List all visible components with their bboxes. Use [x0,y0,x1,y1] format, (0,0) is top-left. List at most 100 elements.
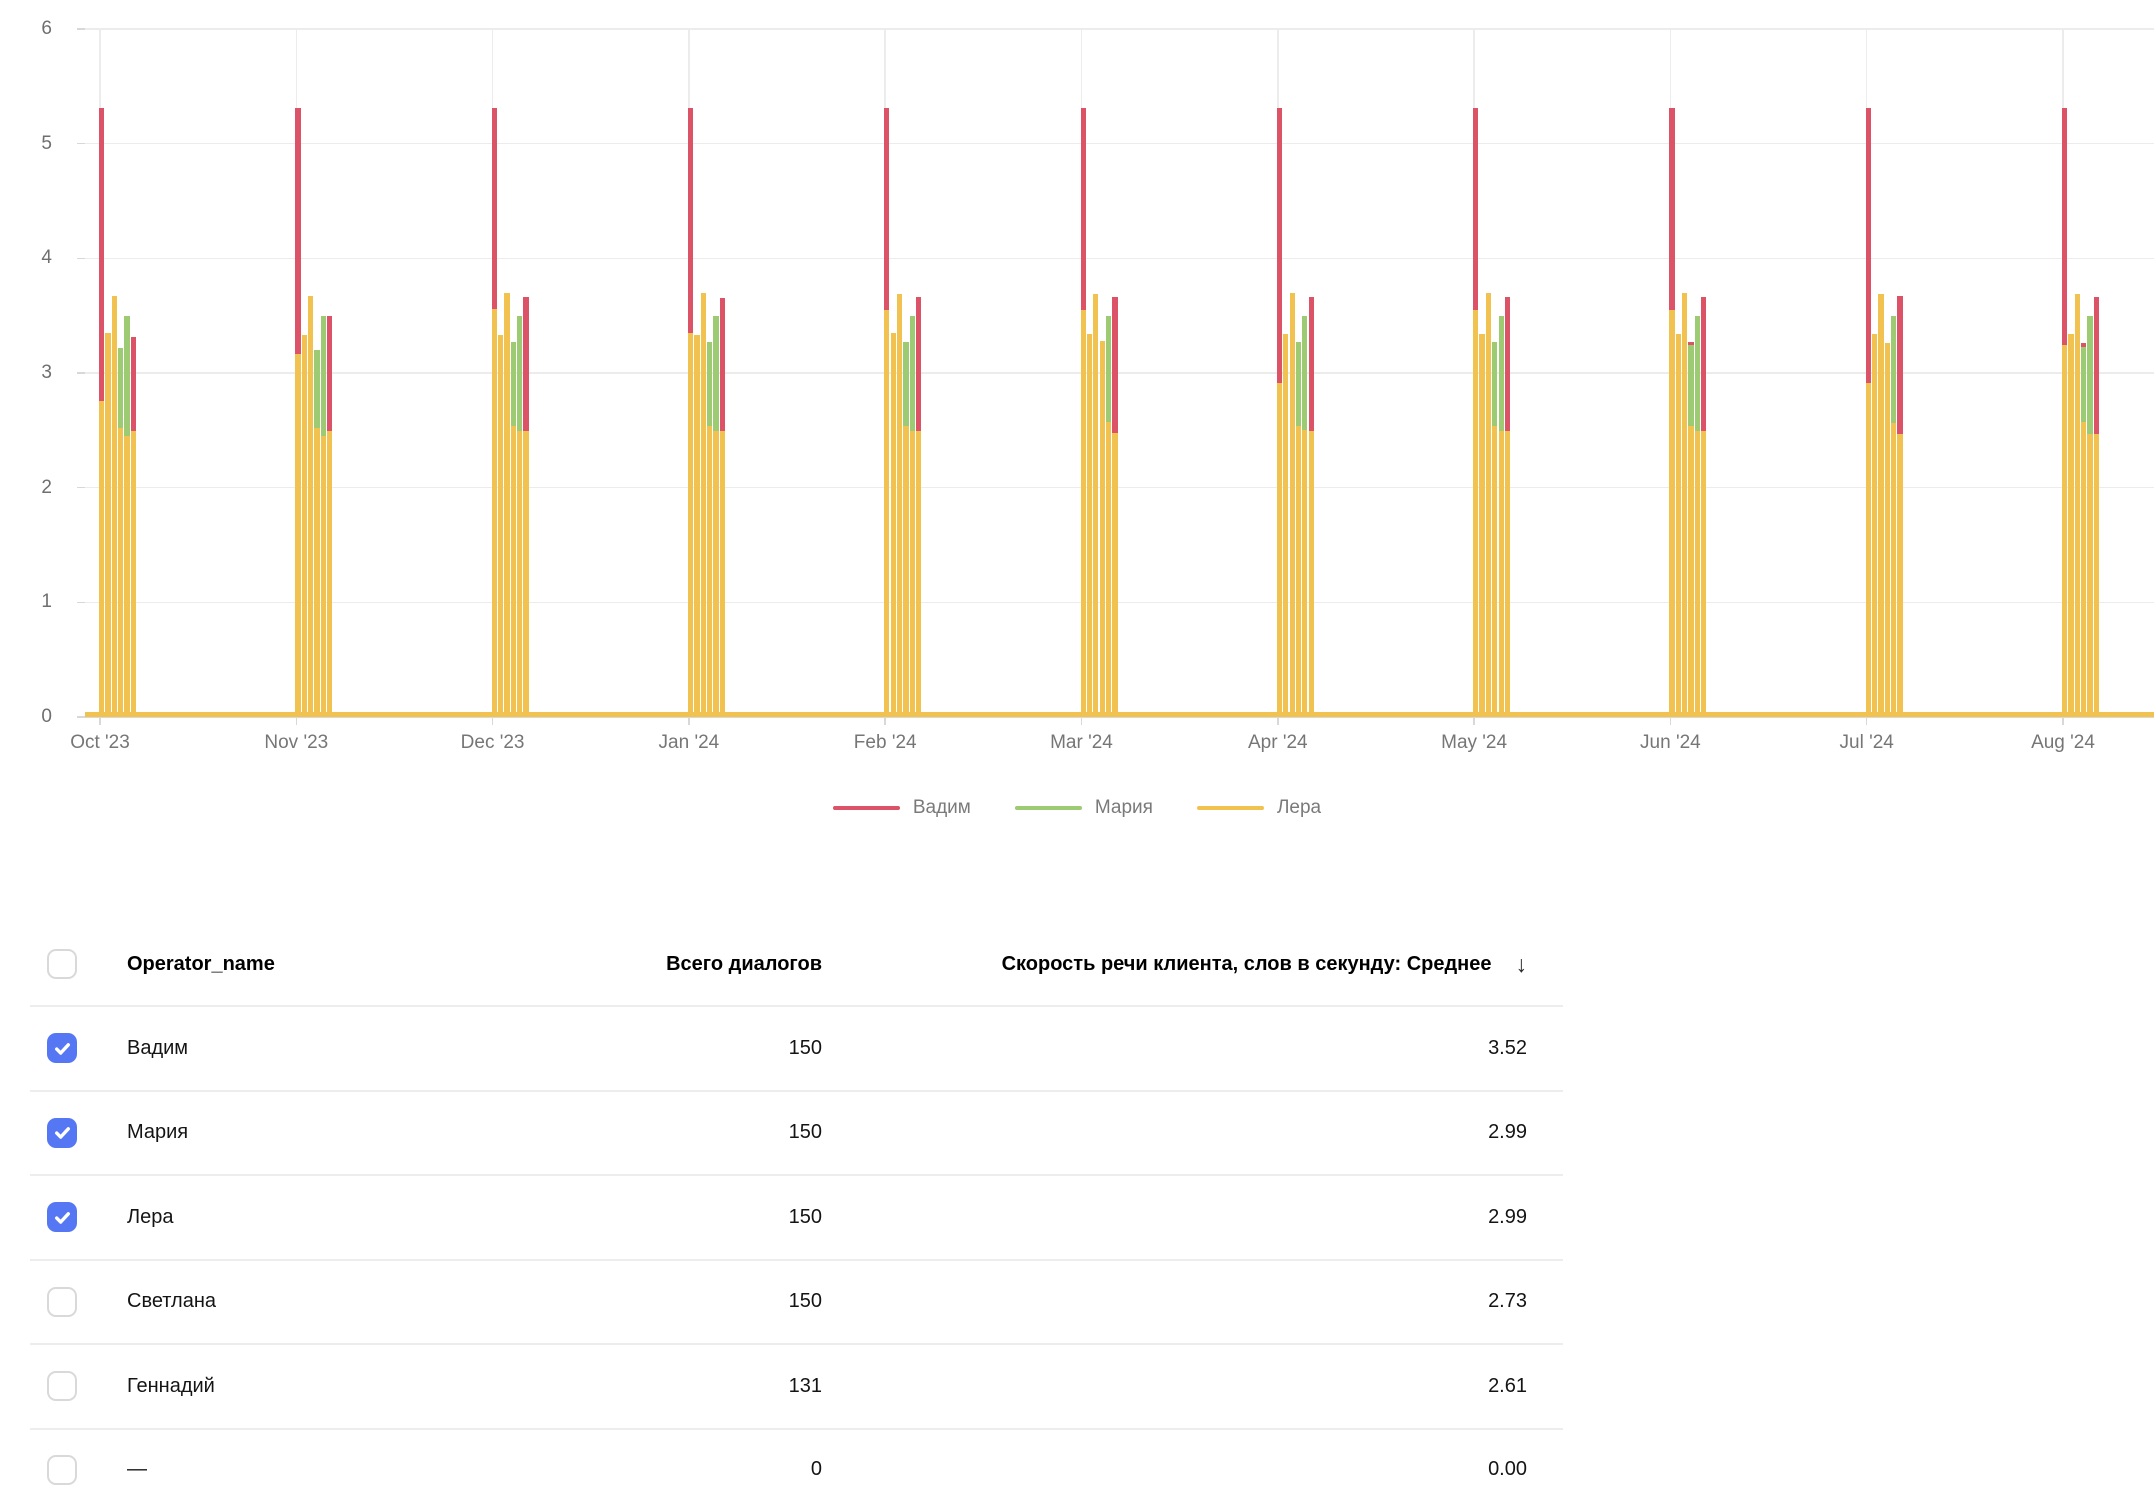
bar-lera [1504,431,1511,717]
legend-swatch-vadim [832,806,900,810]
bar-lera [1498,431,1504,717]
cell-speech-rate: 0.00 [1488,1458,1527,1480]
bar-lera [308,296,314,717]
legend-item-maria[interactable]: Мария [1014,797,1153,819]
bar-lera [1302,430,1308,717]
bar-lera [1878,293,1884,717]
bar-lera [124,436,130,717]
y-axis-tick [77,28,85,30]
cell-total-dialogs: 150 [788,1290,822,1313]
bar-lera [1682,292,1688,717]
bar-lera [1865,383,1871,717]
cell-total-dialogs: 0 [810,1458,822,1480]
bar-lera [118,428,124,717]
bar-lera [314,428,320,717]
table-row: Геннадий 131 2.61 [30,1345,1563,1430]
column-header-total-dialogs[interactable]: Всего диалогов [666,952,822,975]
cell-total-dialogs: 150 [788,1205,822,1228]
select-all-checkbox[interactable] [47,949,77,979]
legend-item-vadim[interactable]: Вадим [832,797,971,819]
cell-operator-name: Вадим [127,1036,189,1059]
bar-lera [320,436,326,717]
cell-speech-rate: 2.99 [1488,1121,1527,1144]
table-header-row: Operator_name Всего диалогов Скорость речи… [30,923,1563,1007]
table-row: Мария 150 2.99 [30,1092,1563,1176]
legend-label: Вадим [912,797,971,818]
bar-lera [111,296,117,717]
row-checkbox-unchecked[interactable] [47,1371,77,1402]
bar-lera [700,292,706,717]
row-checkbox-unchecked[interactable] [47,1286,77,1317]
y-axis-tick [77,716,85,718]
bar-lera [909,431,915,717]
table-row: Вадим 150 3.52 [30,1007,1563,1092]
row-checkbox-cell [30,1371,127,1402]
cell-operator-name: Светлана [127,1290,216,1313]
legend-swatch-maria [1014,806,1082,810]
x-axis-tick [491,717,494,725]
row-checkbox-cell [30,1117,127,1148]
bar-lera [327,431,333,717]
y-axis-tick [77,486,85,489]
y-axis-tick [77,142,85,145]
bar-lera [1308,431,1314,717]
cell-operator-name: — [127,1458,147,1480]
cell-total-dialogs: 150 [788,1121,822,1144]
table-row: Лера 150 2.99 [30,1176,1563,1261]
row-checkbox-unchecked[interactable] [47,1454,77,1485]
x-axis-label: Dec '23 [460,732,525,753]
bar-lera [903,425,909,717]
y-axis-label: 2 [41,476,52,498]
column-header-speech-rate[interactable]: Скорость речи клиента, слов в секунду: С… [822,953,1563,976]
bar-lera [105,332,111,717]
bar-lera [2068,334,2074,717]
row-checkbox-checked[interactable] [47,1117,77,1148]
y-axis-label: 1 [41,591,52,613]
bar-lera [517,431,523,717]
column-header-speech-rate-label: Скорость речи клиента, слов в секунду: С… [1001,952,1492,975]
h-gridline [85,601,2154,604]
row-checkbox-checked[interactable] [47,1033,77,1064]
legend-item-lera[interactable]: Лера [1196,797,1322,819]
bar-lera [1884,343,1891,717]
x-axis-tick [1669,717,1672,725]
cell-speech-rate: 2.61 [1488,1374,1527,1397]
column-header-operator-name[interactable]: Operator_name [127,952,275,975]
bar-lera [497,335,504,717]
bar-lera [884,309,890,717]
legend-label: Лера [1276,797,1322,818]
bar-lera [896,293,903,717]
operators-table: Operator_name Всего диалогов Скорость речи… [30,923,1563,1510]
bar-lera [1872,334,1878,717]
h-gridline [85,257,2154,260]
x-axis-label: Feb '24 [853,732,917,753]
row-checkbox-checked[interactable] [47,1202,77,1233]
x-axis-tick [2062,717,2064,725]
legend-label: Мария [1094,797,1153,818]
bar-lera [1479,334,1485,717]
bar-lera [1897,433,1903,717]
x-axis-label: Aug '24 [2031,732,2095,753]
x-axis-label: Jun '24 [1640,732,1701,753]
bar-lera [2062,345,2068,717]
x-axis-tick [295,717,298,725]
baseline-lera [85,712,2154,717]
cell-operator-name: Лера [127,1205,174,1228]
header-checkbox-cell [30,949,127,979]
cell-total-dialogs: 131 [788,1374,822,1397]
cell-total-dialogs: 150 [788,1036,822,1059]
bar-lera [2087,433,2093,717]
chart-legend: Вадим Мария Лера [0,788,2154,828]
x-axis-label: Jan '24 [658,732,720,753]
bar-lera [1086,334,1093,717]
bar-lera [1891,423,1897,717]
bar-lera [713,431,719,717]
bar-lera [301,335,307,717]
table-row: Светлана 150 2.73 [30,1261,1563,1345]
row-checkbox-cell [30,1033,127,1064]
cell-operator-name: Геннадий [127,1374,215,1397]
x-axis-label: Apr '24 [1247,732,1308,753]
x-axis-tick [1277,717,1279,725]
bar-lera [1688,425,1694,717]
